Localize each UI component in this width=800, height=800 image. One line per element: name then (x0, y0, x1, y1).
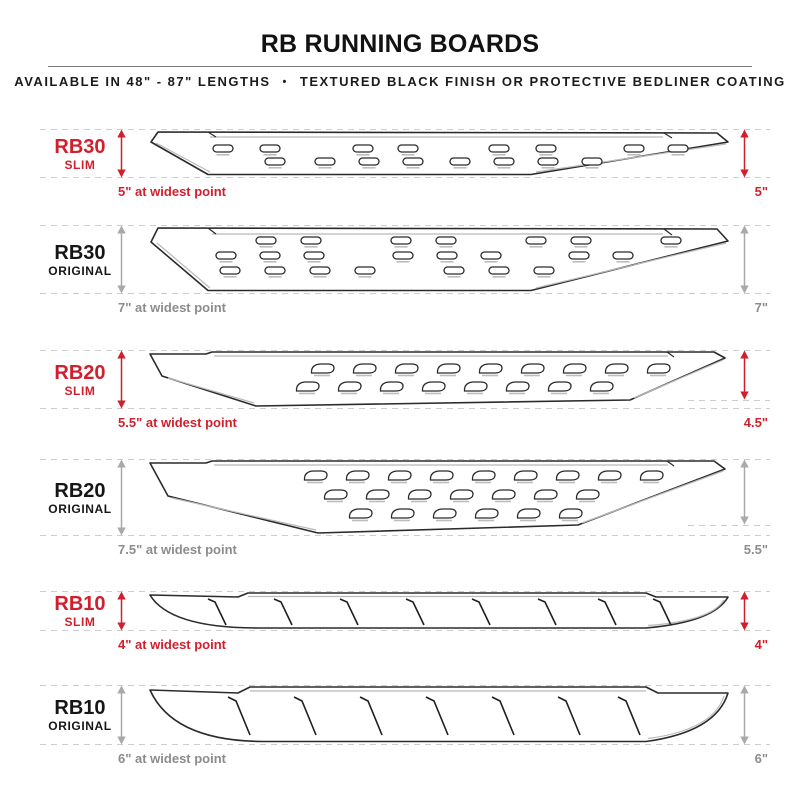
widest-point-caption: 5" at widest point (118, 184, 227, 199)
row-rb30-original: RB30 ORIGINAL 7 (40, 225, 770, 314)
guide-line-top (40, 459, 770, 460)
width-arrow-right (740, 685, 749, 745)
width-arrow-left (117, 225, 126, 294)
product-name: RB30 (54, 135, 106, 158)
board-illustration-rb10-slim (149, 592, 729, 629)
board-illustration-rb20-slim (149, 351, 726, 407)
product-variant: SLIM (64, 615, 96, 629)
product-name: RB20 (54, 479, 106, 502)
guide-line-bottom (40, 177, 770, 178)
widest-point-caption: 5.5" at widest point (118, 415, 237, 430)
end-width-label: 4.5" (743, 415, 768, 430)
product-label: RB30 SLIM (28, 129, 132, 178)
product-name: RB30 (54, 241, 106, 264)
end-width-label: 4" (754, 637, 768, 652)
board-illustration-rb30-slim (150, 131, 729, 176)
subtitle-bullet-icon: • (282, 76, 288, 88)
row-rb20-original: RB20 ORIGINAL 7.5" at (40, 459, 770, 556)
guide-line-top (40, 350, 770, 351)
widest-point-caption: 4" at widest point (118, 637, 227, 652)
guide-line-top (40, 225, 770, 226)
end-width-label: 5.5" (743, 542, 768, 557)
end-width-label: 5" (754, 184, 768, 199)
guide-line-top (40, 591, 770, 592)
product-label: RB10 SLIM (28, 591, 132, 631)
product-name: RB10 (54, 593, 106, 615)
width-arrow-right (740, 350, 749, 400)
product-label: RB30 ORIGINAL (28, 225, 132, 294)
board-illustration-rb20-original (149, 460, 726, 534)
title-divider (48, 66, 752, 67)
product-label: RB10 ORIGINAL (28, 685, 132, 745)
widest-point-caption: 6" at widest point (118, 751, 227, 766)
product-name: RB10 (54, 697, 106, 719)
width-arrow-left (117, 350, 126, 409)
width-arrow-left (117, 685, 126, 745)
board-illustration-rb10-original (149, 686, 729, 743)
guide-line-end (688, 400, 770, 401)
subtitle: AVAILABLE IN 48" - 87" LENGTHS • TEXTURED … (0, 74, 800, 89)
guide-line-bottom (40, 293, 770, 294)
guide-line-top (40, 129, 770, 130)
width-arrow-left (117, 459, 126, 536)
guide-line-top (40, 685, 770, 686)
width-arrow-left (117, 591, 126, 631)
width-arrow-right (740, 225, 749, 294)
product-name: RB20 (54, 361, 106, 384)
product-label: RB20 SLIM (28, 350, 132, 409)
product-variant: ORIGINAL (48, 501, 112, 516)
width-arrow-right (740, 591, 749, 631)
row-rb30-slim: RB30 SLIM 5" at widest point 5" (40, 129, 770, 198)
subtitle-lengths: AVAILABLE IN 48" - 87" LENGTHS (14, 74, 271, 89)
end-width-label: 7" (754, 300, 768, 315)
widest-point-caption: 7" at widest point (118, 300, 227, 315)
width-arrow-right (740, 129, 749, 178)
guide-line-bottom (40, 535, 770, 536)
subtitle-finish: TEXTURED BLACK FINISH OR PROTECTIVE BEDL… (299, 74, 786, 89)
page-title: RB RUNNING BOARDS (260, 30, 540, 58)
product-variant: SLIM (64, 383, 96, 398)
row-rb10-original: RB10 ORIGINAL 6" at widest point 6" (40, 685, 770, 765)
product-variant: ORIGINAL (48, 263, 112, 278)
product-variant: ORIGINAL (48, 719, 112, 733)
product-label: RB20 ORIGINAL (28, 459, 132, 536)
width-arrow-right (740, 459, 749, 525)
end-width-label: 6" (754, 751, 768, 766)
guide-line-bottom (40, 630, 770, 631)
row-rb10-slim: RB10 SLIM 4" at widest point 4" (40, 591, 770, 651)
board-illustration-rb30-original (150, 227, 729, 292)
guide-line-bottom (40, 744, 770, 745)
row-rb20-slim: RB20 SLIM 5.5" at widest point 4.5" (40, 350, 770, 429)
product-variant: SLIM (64, 157, 96, 172)
guide-line-end (688, 525, 770, 526)
width-arrow-left (117, 129, 126, 178)
widest-point-caption: 7.5" at widest point (118, 542, 237, 557)
guide-line-bottom (40, 408, 770, 409)
